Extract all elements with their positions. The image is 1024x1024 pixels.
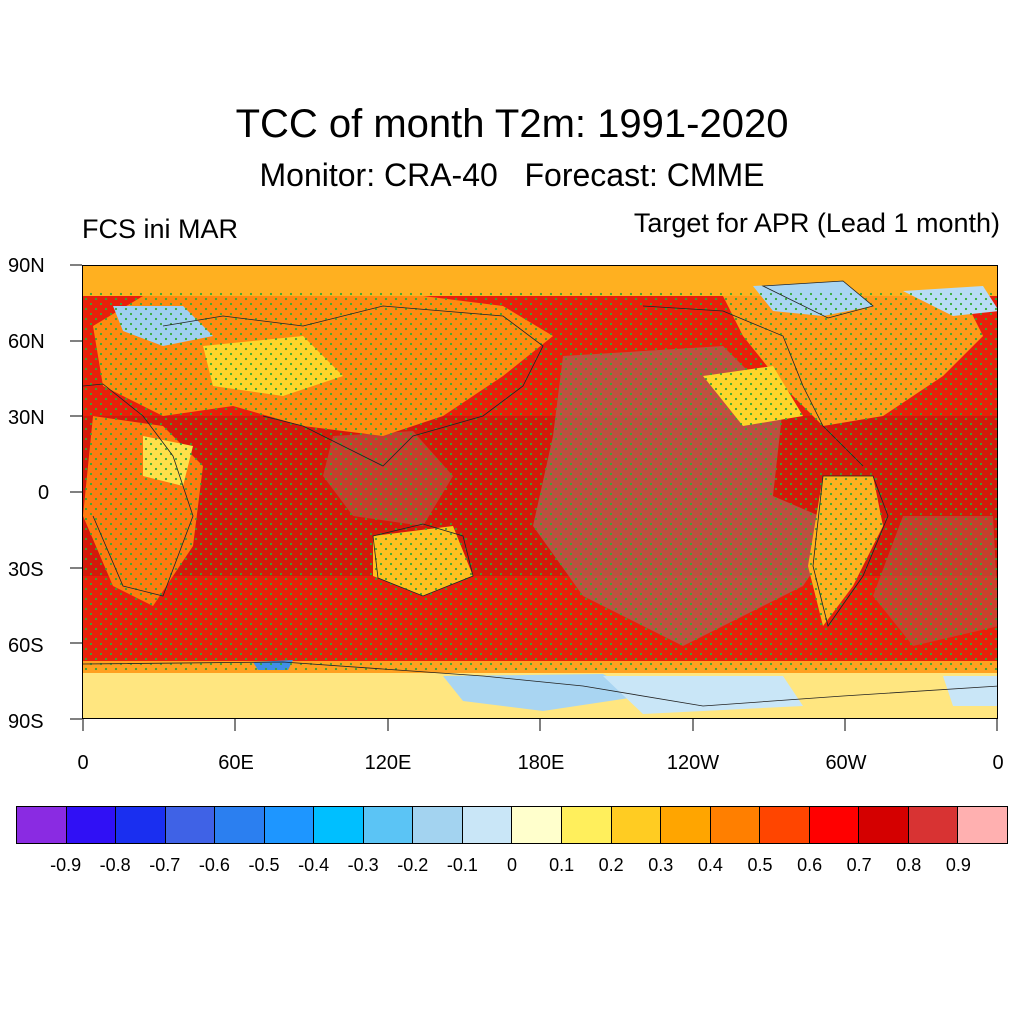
coastlines: [83, 280, 997, 707]
colorbar-box: [116, 807, 166, 843]
colorbar-label: 0: [506, 855, 517, 875]
colorbar-box: [859, 807, 909, 843]
colorbar-label: 0.4: [697, 855, 723, 875]
lon-label: 60E: [218, 752, 254, 774]
lon-label: 180E: [517, 752, 565, 774]
correlation-map: [82, 265, 998, 719]
colorbar-box: [363, 807, 414, 843]
colorbar-label: -0.5: [248, 855, 280, 875]
lat-label: 60N: [8, 331, 45, 353]
colorbar: [16, 806, 1008, 844]
lat-label: 30N: [8, 407, 45, 429]
target-label: Target for APR (Lead 1 month): [633, 208, 1000, 238]
colorbar-box: [413, 807, 463, 843]
colorbar-box: [611, 807, 662, 843]
antarctic-blue-east: [443, 674, 643, 711]
colorbar-box: [462, 807, 513, 843]
colorbar-box: [215, 807, 265, 843]
colorbar-box: [66, 807, 117, 843]
colorbar-label: -0.6: [198, 855, 230, 875]
colorbar-label: -0.8: [99, 855, 131, 875]
colorbar-label: 0.8: [896, 855, 922, 875]
lon-label: 0: [992, 752, 1004, 774]
colorbar-label: -0.3: [347, 855, 379, 875]
antarctic-blue-west: [603, 676, 803, 714]
lat-label: 90S: [8, 711, 44, 733]
significance-stipple: [83, 291, 997, 671]
colorbar-box: [661, 807, 711, 843]
lon-label: 120W: [666, 752, 720, 774]
antarctic-blue-east2: [943, 676, 997, 706]
colorbar-box: [264, 807, 315, 843]
colorbar-label: 0.1: [549, 855, 575, 875]
colorbar-label: -0.7: [149, 855, 181, 875]
colorbar-box: [760, 807, 810, 843]
lat-label: 60S: [8, 635, 44, 657]
colorbar-box: [908, 807, 959, 843]
colorbar-label: -0.4: [298, 855, 330, 875]
chart-title: TCC of month T2m: 1991-2020: [235, 102, 789, 146]
colorbar-label: 0.9: [945, 855, 971, 875]
lat-label: 30S: [8, 559, 44, 581]
lon-label: 120E: [364, 752, 412, 774]
colorbar-label: 0.6: [797, 855, 823, 875]
colorbar-label: -0.2: [397, 855, 429, 875]
colorbar-label: 0.5: [747, 855, 773, 875]
lon-label: 0: [77, 752, 89, 774]
colorbar-box: [314, 807, 364, 843]
colorbar-label: 0.3: [648, 855, 674, 875]
lon-label: 60W: [825, 752, 867, 774]
colorbar-box: [809, 807, 860, 843]
colorbar-box: [17, 807, 67, 843]
colorbar-box: [562, 807, 612, 843]
colorbar-box: [512, 807, 563, 843]
colorbar-label: -0.9: [50, 855, 82, 875]
colorbar-box: [165, 807, 216, 843]
colorbar-label: 0.2: [598, 855, 624, 875]
init-label: FCS ini MAR: [82, 214, 239, 244]
colorbar-label: -0.1: [446, 855, 478, 875]
colorbar-label: 0.7: [846, 855, 872, 875]
colorbar-box: [958, 807, 1007, 843]
lat-label: 90N: [8, 255, 45, 277]
chart-subtitle: Monitor: CRA-40 Forecast: CMME: [259, 157, 765, 193]
colorbar-box: [710, 807, 761, 843]
